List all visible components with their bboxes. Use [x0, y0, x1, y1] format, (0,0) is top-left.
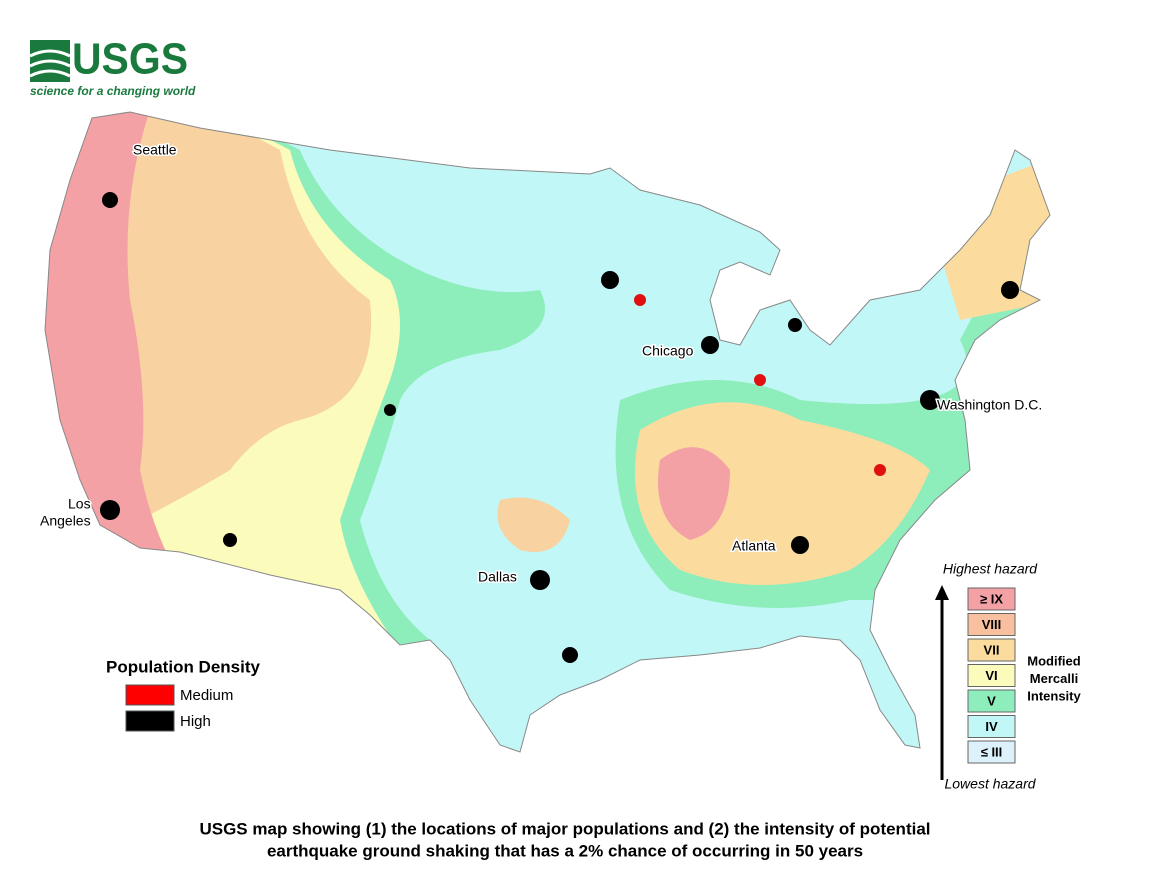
intensity-label: VIII	[982, 617, 1002, 632]
intensity-title: Mercalli	[1030, 671, 1078, 686]
intensity-swatch	[967, 715, 1016, 738]
legend-label: Medium	[180, 687, 233, 704]
logo: USGS science for a changing world	[29, 35, 196, 98]
intensity-swatch	[967, 740, 1016, 764]
caption: USGS map showing (1) the locations of ma…	[199, 819, 930, 838]
zone-ix	[45, 112, 170, 600]
intensity-label: IV	[985, 719, 998, 734]
intensity-label: VI	[985, 668, 997, 683]
intensity-label: V	[987, 693, 996, 708]
legend-title: Population Density	[106, 657, 261, 676]
city-label: Angeles	[40, 513, 91, 529]
caption: earthquake ground shaking that has a 2% …	[267, 841, 863, 860]
hazard-arrow-head	[935, 585, 949, 600]
legend-label: High	[180, 713, 211, 730]
legend-swatch	[125, 710, 175, 732]
intensity-swatch	[967, 587, 1016, 611]
logo-tagline: science for a changing world	[30, 84, 196, 98]
zone-vii-ok	[497, 497, 570, 552]
intensity-title: Intensity	[1027, 688, 1081, 703]
city-label: Atlanta	[732, 538, 776, 554]
intensity-legend: Highest hazard Lowest hazard ≥ IXVIIIVII…	[935, 561, 1081, 792]
legend-top: Highest hazard	[943, 561, 1038, 577]
intensity-label: ≤ III	[981, 744, 1003, 759]
intensity-label: ≥ IX	[980, 591, 1003, 606]
intensity-swatch	[967, 613, 1016, 636]
city-label: Los	[68, 496, 91, 512]
intensity-swatch	[967, 689, 1016, 713]
population-dots	[100, 192, 1019, 663]
city-label: Chicago	[642, 343, 694, 359]
intensity-label: VII	[984, 642, 1000, 657]
zone-ix-east	[658, 447, 730, 540]
intensity-swatch	[967, 664, 1016, 687]
intensity-title: Modified	[1027, 653, 1080, 668]
logo-name: USGS	[72, 35, 188, 84]
legend-swatch	[125, 684, 175, 706]
city-label: Seattle	[133, 142, 177, 158]
population-legend: Population Density Medium High	[106, 657, 261, 732]
city-label: Dallas	[478, 569, 517, 585]
logo-waves	[29, 49, 71, 78]
intensity-swatch	[967, 638, 1016, 662]
legend-bottom: Lowest hazard	[944, 776, 1036, 792]
city-label: Washington D.C.	[937, 397, 1042, 413]
zone-vii-east	[635, 402, 930, 585]
